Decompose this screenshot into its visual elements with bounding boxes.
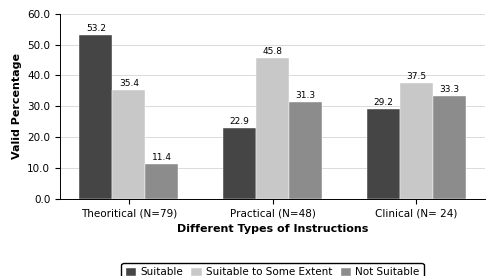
Text: 22.9: 22.9 [230,117,250,126]
Bar [112,90,146,199]
Bar [432,96,466,199]
Bar [400,83,432,199]
Bar [366,109,400,199]
Bar [256,58,289,199]
Text: 29.2: 29.2 [373,98,393,107]
Bar [146,164,178,199]
Text: 53.2: 53.2 [86,24,106,33]
Text: 31.3: 31.3 [296,91,316,100]
Legend: Suitable, Suitable to Some Extent, Not Suitable: Suitable, Suitable to Some Extent, Not S… [122,263,424,276]
Text: 45.8: 45.8 [262,47,282,56]
Y-axis label: Valid Percentage: Valid Percentage [12,53,22,159]
Text: 37.5: 37.5 [406,72,426,81]
Text: 11.4: 11.4 [152,153,172,162]
Bar [223,128,256,199]
Text: 33.3: 33.3 [439,85,459,94]
X-axis label: Different Types of Instructions: Different Types of Instructions [177,224,368,234]
Text: 35.4: 35.4 [119,79,139,88]
Bar [289,102,322,199]
Bar [80,35,112,199]
